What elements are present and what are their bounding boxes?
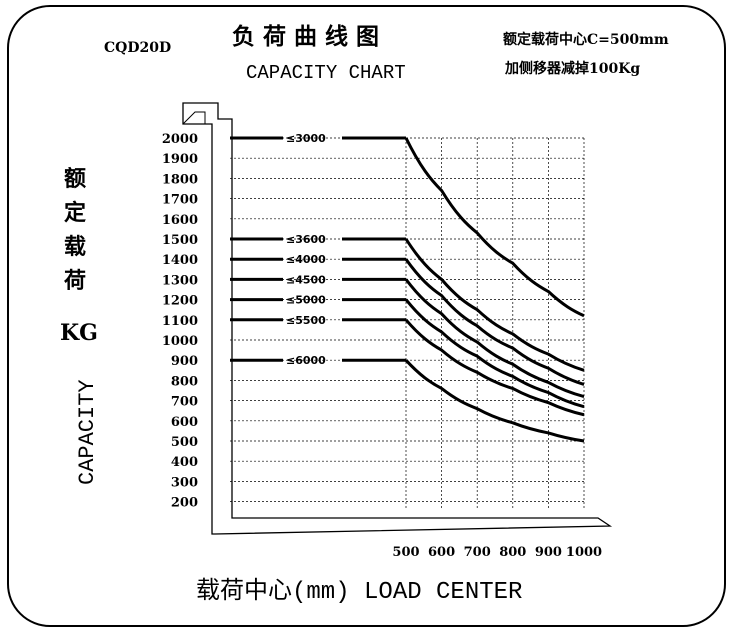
fork-outline — [182, 102, 613, 535]
y-tick-label: 400 — [171, 455, 198, 470]
y-tick-label: 1000 — [162, 334, 198, 349]
title-cn: 负 荷 曲 线 图 — [232, 23, 379, 50]
curve-le-4500 — [404, 278, 585, 399]
series-label: ≤6000 — [286, 354, 326, 367]
x-axis-label: 载荷中心(mm) LOAD CENTER — [196, 577, 522, 606]
y-tick-label: 600 — [171, 415, 198, 430]
y-tick-label: 1600 — [162, 213, 198, 228]
x-tick-label: 500 — [392, 545, 419, 560]
y-tick-label: 1200 — [162, 294, 198, 309]
y-tick-label: 1900 — [162, 152, 198, 167]
series-label: ≤3000 — [286, 132, 326, 145]
curve-le-4000 — [404, 258, 585, 386]
x-tick-label: 900 — [535, 545, 562, 560]
x-tick-labels: 500 600 700 800 900 1000 — [392, 545, 602, 560]
note-load-center: 额定载荷中心C=500mm — [503, 31, 669, 48]
series-label: ≤5500 — [286, 314, 326, 327]
y-tick-label: 1700 — [162, 193, 198, 208]
x-tick-label: 1000 — [566, 545, 602, 560]
curve-le-3600 — [404, 238, 585, 372]
series-label: ≤4000 — [286, 253, 326, 266]
title-en: CAPACITY CHART — [246, 62, 406, 84]
y-tick-label: 300 — [171, 475, 198, 490]
y-tick-label: 1400 — [162, 253, 198, 268]
y-tick-label: 900 — [171, 354, 198, 369]
y-tick-label: 700 — [171, 395, 198, 410]
y-axis-label-en: CAPACITY — [75, 379, 100, 485]
series-label: ≤4500 — [286, 273, 326, 286]
x-tick-label: 800 — [499, 545, 526, 560]
y-tick-label: 200 — [171, 496, 198, 511]
y-axis-label-char: 荷 — [64, 268, 86, 294]
note-side-shifter: 加侧移器减掉100Kg — [504, 60, 640, 77]
chart-grid — [230, 137, 585, 510]
series-label: ≤3600 — [286, 233, 326, 246]
y-tick-label: 1100 — [162, 314, 198, 329]
y-tick-label: 1800 — [162, 172, 198, 187]
y-axis-label-char: 载 — [64, 234, 86, 260]
outer-frame — [7, 5, 726, 627]
model-label: CQD20D — [104, 40, 171, 56]
y-tick-labels: 2000 1900 1800 1700 1600 1500 1400 1300 1200 1100… — [162, 132, 198, 511]
curve-le-3000 — [404, 137, 585, 318]
y-axis-label-cn: 额定载荷 — [64, 166, 86, 294]
series-labels: ≤3000 ≤3600 ≤4000 ≤4500 ≤5000 ≤5500 ≤6000 — [286, 132, 326, 367]
capacity-curves — [230, 136, 585, 443]
y-axis-label-char: 额 — [64, 166, 86, 192]
y-tick-label: 1300 — [162, 273, 198, 288]
curve-le-5500 — [404, 318, 585, 417]
fork-heel — [182, 111, 206, 125]
curve-le-5000 — [404, 298, 585, 409]
x-tick-label: 600 — [428, 545, 455, 560]
x-tick-label: 700 — [464, 545, 491, 560]
y-axis-label-char: 定 — [64, 200, 86, 226]
series-label: ≤5000 — [286, 294, 326, 307]
y-tick-label: 2000 — [162, 132, 198, 147]
curve-le-6000 — [404, 359, 585, 443]
y-tick-label: 1500 — [162, 233, 198, 248]
y-tick-label: 500 — [171, 435, 198, 450]
y-tick-label: 800 — [171, 374, 198, 389]
y-axis-unit: KG — [60, 320, 98, 346]
